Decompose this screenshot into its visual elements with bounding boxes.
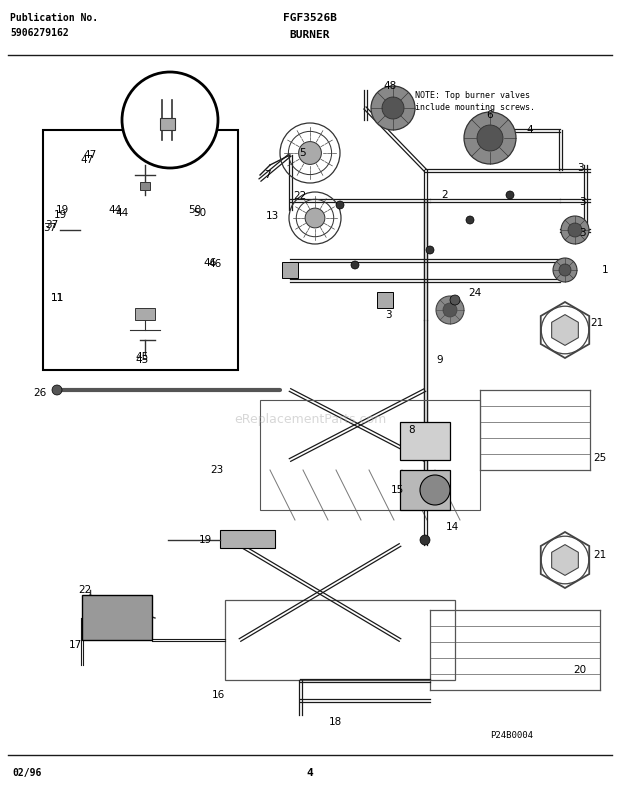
Text: 22: 22 (78, 585, 92, 595)
Text: 44: 44 (108, 205, 122, 215)
Circle shape (450, 295, 460, 305)
Text: 25: 25 (593, 453, 606, 463)
Bar (135, 308, 155, 320)
Text: 02/96: 02/96 (12, 768, 42, 778)
Text: 45: 45 (135, 355, 149, 365)
Circle shape (122, 231, 169, 279)
Text: 19: 19 (198, 535, 211, 545)
Circle shape (59, 227, 65, 233)
Text: 5: 5 (299, 148, 306, 158)
Text: 19: 19 (55, 205, 69, 215)
Circle shape (299, 141, 321, 164)
Text: 50: 50 (193, 208, 206, 218)
Text: 46: 46 (203, 258, 216, 268)
Text: NOTE: Top burner valves: NOTE: Top burner valves (415, 91, 530, 100)
Text: 20: 20 (574, 665, 587, 675)
Text: 46: 46 (208, 259, 221, 269)
Text: 50: 50 (188, 205, 202, 215)
Circle shape (420, 535, 430, 545)
Text: 4: 4 (307, 768, 313, 778)
Circle shape (464, 112, 516, 164)
Text: Publication No.: Publication No. (10, 13, 98, 23)
Text: 45: 45 (135, 352, 149, 362)
Text: 48: 48 (383, 81, 397, 91)
Text: 4: 4 (526, 125, 533, 135)
Bar (400, 422, 450, 460)
Text: 5906279162: 5906279162 (10, 28, 69, 38)
Circle shape (382, 97, 404, 119)
Circle shape (477, 125, 503, 151)
Text: 15: 15 (391, 485, 404, 495)
Circle shape (351, 261, 359, 269)
Bar (225, 600, 455, 680)
Circle shape (163, 100, 173, 110)
Circle shape (506, 191, 514, 199)
Text: 11: 11 (50, 293, 64, 303)
Text: 1: 1 (601, 265, 608, 275)
Text: 26: 26 (33, 388, 46, 398)
Text: 37: 37 (43, 223, 56, 233)
Circle shape (436, 296, 464, 324)
Circle shape (559, 264, 571, 276)
Circle shape (122, 72, 218, 168)
Polygon shape (552, 544, 578, 575)
Circle shape (561, 216, 589, 244)
Bar (377, 292, 393, 308)
Text: 13: 13 (265, 211, 278, 221)
Bar (260, 400, 480, 510)
Circle shape (568, 223, 582, 237)
Bar (82, 595, 152, 640)
Circle shape (553, 258, 577, 282)
Text: 19: 19 (53, 210, 66, 220)
Text: 2: 2 (441, 190, 448, 200)
Text: 37: 37 (45, 220, 59, 230)
Text: 17: 17 (68, 640, 82, 650)
Text: 16: 16 (211, 690, 224, 700)
Bar (220, 530, 275, 548)
Text: BURNER: BURNER (290, 30, 330, 40)
Text: 18: 18 (329, 717, 342, 727)
Circle shape (172, 112, 178, 118)
Circle shape (420, 475, 450, 505)
Text: P24B0004: P24B0004 (490, 731, 533, 739)
Text: 9: 9 (436, 355, 443, 365)
Text: 21: 21 (593, 550, 606, 560)
Text: 47: 47 (83, 150, 97, 160)
Bar (282, 262, 298, 278)
Text: 3: 3 (578, 228, 585, 238)
Text: 8: 8 (409, 425, 415, 435)
Text: 23: 23 (210, 465, 224, 475)
Text: 47: 47 (81, 155, 94, 165)
Text: include mounting screws.: include mounting screws. (415, 103, 535, 112)
Bar (140, 182, 150, 190)
Circle shape (466, 216, 474, 224)
Circle shape (52, 385, 62, 395)
Text: 14: 14 (445, 522, 459, 532)
Circle shape (426, 246, 434, 254)
Circle shape (147, 352, 153, 358)
Polygon shape (541, 532, 589, 588)
Text: 44: 44 (115, 208, 128, 218)
Text: 3: 3 (578, 197, 585, 207)
Polygon shape (541, 302, 589, 358)
Circle shape (336, 201, 344, 209)
Text: 21: 21 (590, 318, 604, 328)
Circle shape (443, 303, 457, 317)
Text: 24: 24 (468, 288, 482, 298)
Circle shape (305, 208, 325, 228)
Bar (160, 118, 175, 130)
Circle shape (371, 86, 415, 130)
Text: 3: 3 (384, 310, 391, 320)
Text: 6: 6 (487, 110, 494, 120)
Text: 3: 3 (577, 163, 583, 173)
Bar (43, 130, 238, 370)
Polygon shape (552, 314, 578, 345)
Bar (400, 470, 450, 510)
Text: 22: 22 (293, 191, 307, 201)
Text: eReplacementParts.com: eReplacementParts.com (234, 413, 386, 427)
Circle shape (142, 342, 148, 348)
Text: 11: 11 (50, 293, 64, 303)
Text: 7: 7 (264, 170, 270, 180)
Text: FGF3526B: FGF3526B (283, 13, 337, 23)
